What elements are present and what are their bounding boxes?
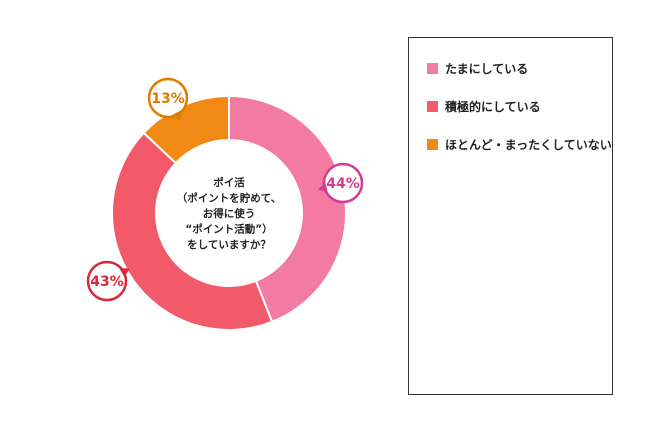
donut-slice [228,94,347,324]
center-question-line: （ポイントを貯めて、 [177,192,281,205]
label-pointer [119,268,130,278]
legend-swatch [427,139,438,150]
label-pointer [317,182,328,193]
slice-percent-text: 43% [90,274,124,290]
legend-item-occasionally: たまにしている [427,60,528,77]
label-pointer [171,110,181,121]
slice-value-label: 13% [147,77,189,121]
slice-value-label: 44% [317,162,364,204]
label-bubble [86,260,128,302]
legend: たまにしている 積極的にしている ほとんど・まったくしていない [408,37,613,395]
center-question-line: “ポイント活動”） [185,223,272,236]
legend-item-actively: 積極的にしている [427,98,541,115]
legend-label: 積極的にしている [445,100,541,114]
slice-percent-text: 44% [326,176,360,192]
label-bubble [322,162,364,204]
label-bubble [147,77,189,119]
legend-swatch [427,101,438,112]
slice-value-label: 43% [86,260,130,302]
legend-swatch [427,63,438,74]
legend-label: ほとんど・まったくしていない [445,138,612,152]
legend-label: たまにしている [445,62,529,76]
legend-item-rarely: ほとんど・まったくしていない [427,136,612,153]
slice-percent-text: 13% [151,91,185,107]
center-question-line: ポイ活 [213,176,245,189]
center-question-line: をしていますか？ [187,239,271,251]
donut-slice [111,131,274,331]
center-question-line: お得に使う [203,207,256,220]
